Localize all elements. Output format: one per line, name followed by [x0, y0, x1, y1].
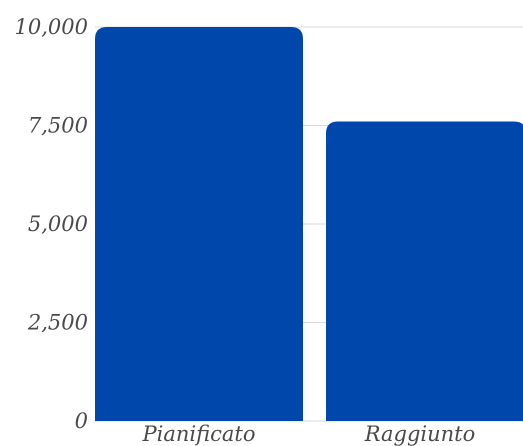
y-tick-label: 2,500	[27, 311, 88, 335]
y-tick-label: 10,000	[15, 15, 88, 39]
y-tick-label: 0	[75, 409, 88, 433]
x-category-label: Raggiunto	[364, 422, 476, 446]
x-category-label: Pianificato	[142, 422, 256, 446]
y-tick-label: 5,000	[28, 212, 88, 236]
bar-raggiunto[interactable]	[326, 121, 523, 421]
bars	[95, 27, 523, 421]
y-tick-label: 7,500	[28, 114, 88, 138]
bar-pianificato[interactable]	[95, 27, 303, 421]
x-axis-category-labels: Pianificato Raggiunto	[142, 422, 476, 446]
y-axis-tick-labels: 0 2,500 5,000 7,500 10,000	[15, 15, 88, 433]
